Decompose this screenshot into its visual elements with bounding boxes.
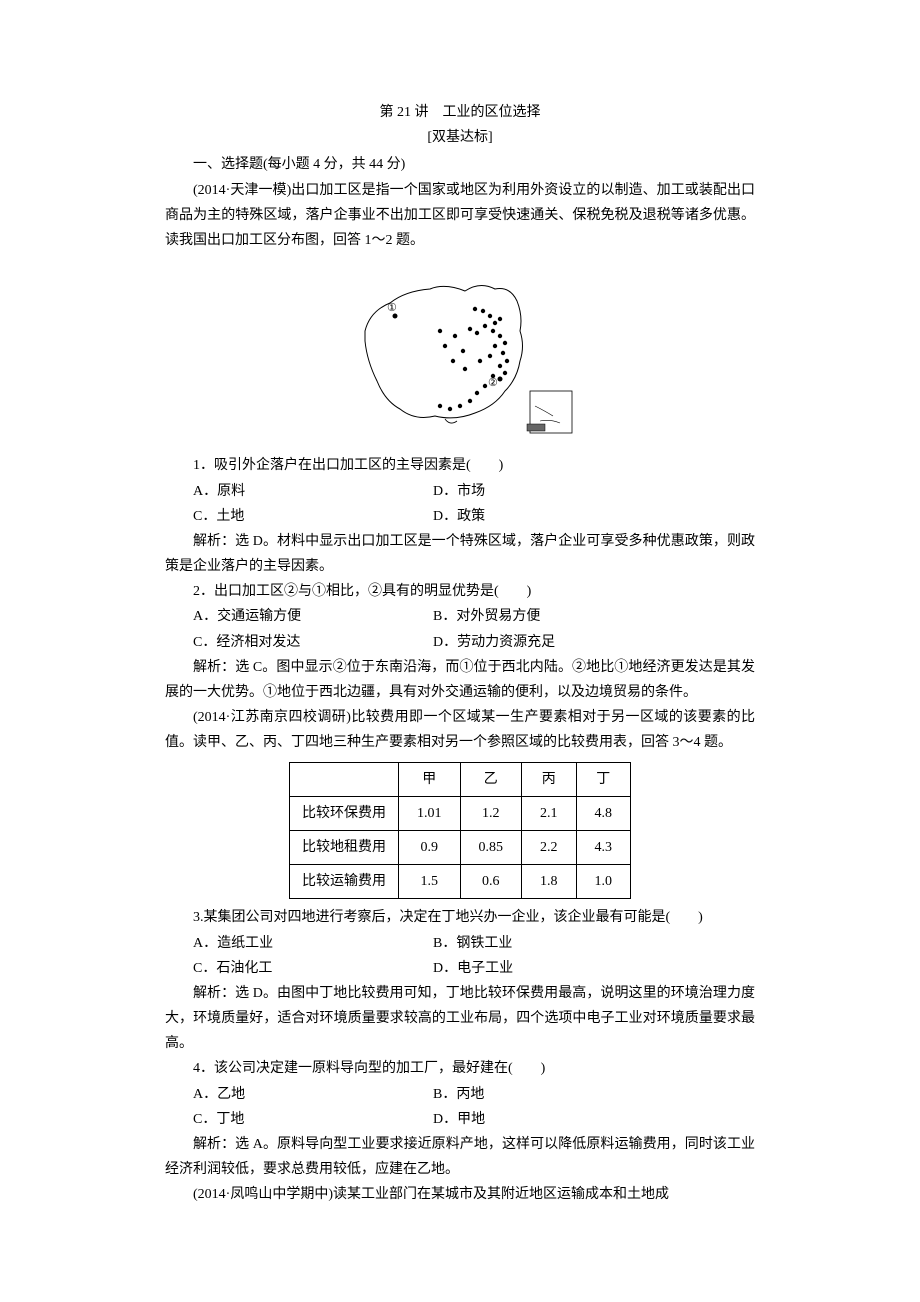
q2-option-b: B．对外贸易方便 [433,604,755,629]
passage-2: (2014·江苏南京四校调研)比较费用即一个区域某一生产要素相对于另一区域的该要… [165,705,755,755]
q3-explanation: 解析：选 D。由图中丁地比较费用可知，丁地比较环保费用最高，说明这里的环境治理力… [165,981,755,1057]
q2-explanation: 解析：选 C。图中显示②位于东南沿海，而①位于西北内陆。②地比①地经济更发达是其… [165,655,755,705]
table-cell: 4.8 [576,796,631,830]
cost-comparison-table: 甲 乙 丙 丁 比较环保费用 1.01 1.2 2.1 4.8 比较地租费用 0… [165,762,755,900]
table-row3-label: 比较运输费用 [290,865,399,899]
q2-option-d: D．劳动力资源充足 [433,630,755,655]
table-header-blank [290,762,399,796]
map-label-2: ② [488,377,498,389]
q2-option-c: C．经济相对发达 [193,630,433,655]
q3-option-a: A．造纸工业 [193,931,433,956]
table-col-jia: 甲 [399,762,461,796]
q3-option-d: D．电子工业 [433,956,755,981]
map-label-1: ① [387,302,397,314]
q4-option-c: C．丁地 [193,1107,433,1132]
q1-option-a: A．原料 [193,479,433,504]
table-cell: 0.9 [399,830,461,864]
q1-stem: 1．吸引外企落户在出口加工区的主导因素是( ) [165,453,755,478]
q4-option-a: A．乙地 [193,1082,433,1107]
table-cell: 1.5 [399,865,461,899]
q1-option-d: D．政策 [433,504,755,529]
q4-option-d: D．甲地 [433,1107,755,1132]
table-cell: 0.6 [460,865,522,899]
table-cell: 1.0 [576,865,631,899]
table-row2-label: 比较地租费用 [290,830,399,864]
china-map-svg: ① ② [345,261,575,436]
q3-option-c: C．石油化工 [193,956,433,981]
table-cell: 1.2 [460,796,522,830]
table-col-yi: 乙 [460,762,522,796]
table-cell: 0.85 [460,830,522,864]
table-col-ding: 丁 [576,762,631,796]
q4-option-b: B．丙地 [433,1082,755,1107]
section-header: 一、选择题(每小题 4 分，共 44 分) [165,152,755,177]
q3-option-b: B．钢铁工业 [433,931,755,956]
q4-stem: 4．该公司决定建一原料导向型的加工厂，最好建在( ) [165,1056,755,1081]
table-cell: 4.3 [576,830,631,864]
q1-option-c: C．土地 [193,504,433,529]
q2-option-a: A．交通运输方便 [193,604,433,629]
table-col-bing: 丙 [522,762,577,796]
lesson-title: 第 21 讲 工业的区位选择 [165,100,755,125]
table-cell: 2.1 [522,796,577,830]
passage-1: (2014·天津一模)出口加工区是指一个国家或地区为利用外资设立的以制造、加工或… [165,178,755,254]
subtitle: [双基达标] [165,125,755,150]
q1-explanation: 解析：选 D。材料中显示出口加工区是一个特殊区域，落户企业可享受多种优惠政策，则… [165,529,755,579]
table-cell: 1.01 [399,796,461,830]
table-cell: 2.2 [522,830,577,864]
china-map-figure: ① ② [165,261,755,445]
table-cell: 1.8 [522,865,577,899]
q2-stem: 2．出口加工区②与①相比，②具有的明显优势是( ) [165,579,755,604]
q4-explanation: 解析：选 A。原料导向型工业要求接近原料产地，这样可以降低原料运输费用，同时该工… [165,1132,755,1182]
passage-3: (2014·凤鸣山中学期中)读某工业部门在某城市及其附近地区运输成本和土地成 [165,1182,755,1207]
q1-option-b: D．市场 [433,479,755,504]
q3-stem: 3.某集团公司对四地进行考察后，决定在丁地兴办一企业，该企业最有可能是( ) [165,905,755,930]
table-row1-label: 比较环保费用 [290,796,399,830]
